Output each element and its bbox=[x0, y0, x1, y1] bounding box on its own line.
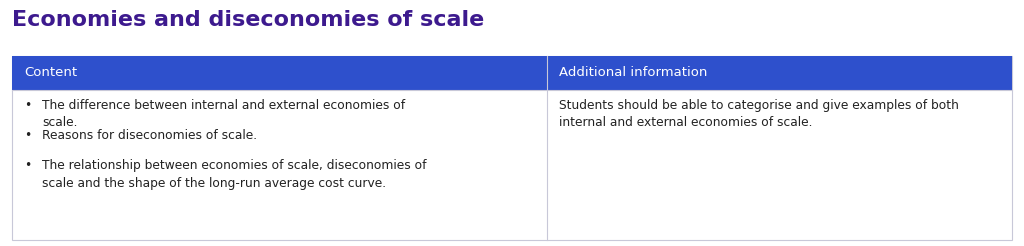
Text: The relationship between economies of scale, diseconomies of
scale and the shape: The relationship between economies of sc… bbox=[42, 159, 427, 189]
Bar bbox=[12, 56, 1012, 240]
Text: •: • bbox=[24, 99, 32, 112]
Text: Additional information: Additional information bbox=[559, 66, 708, 79]
Text: The difference between internal and external economies of
scale.: The difference between internal and exte… bbox=[42, 99, 406, 129]
Text: Content: Content bbox=[24, 66, 77, 79]
Text: Students should be able to categorise and give examples of both
internal and ext: Students should be able to categorise an… bbox=[559, 99, 958, 129]
Bar bbox=[12, 56, 1012, 90]
Text: Reasons for diseconomies of scale.: Reasons for diseconomies of scale. bbox=[42, 129, 257, 142]
Text: •: • bbox=[24, 129, 32, 142]
Text: •: • bbox=[24, 159, 32, 172]
Text: Economies and diseconomies of scale: Economies and diseconomies of scale bbox=[12, 10, 484, 30]
